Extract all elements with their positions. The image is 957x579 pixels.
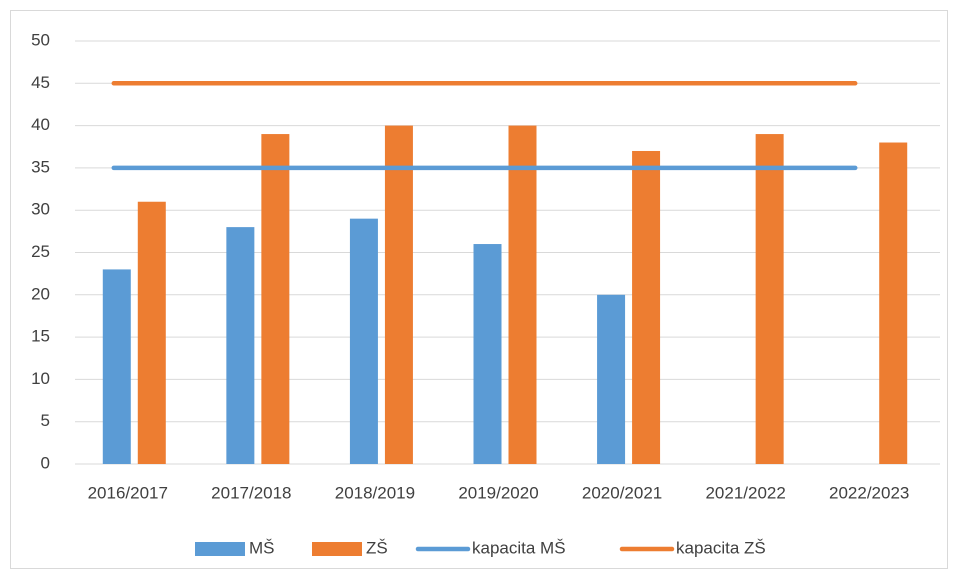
legend-label: kapacita ZŠ	[676, 538, 766, 557]
bar	[879, 142, 908, 464]
y-tick-label: 50	[31, 30, 50, 49]
x-tick-label: 2017/2018	[211, 483, 291, 502]
x-tick-label: 2019/2020	[458, 483, 538, 502]
bar	[632, 150, 661, 465]
bar	[226, 227, 255, 464]
bar	[349, 218, 378, 464]
y-tick-label: 45	[31, 73, 50, 92]
y-tick-label: 0	[41, 453, 50, 472]
bar	[597, 294, 626, 464]
legend-swatch	[312, 542, 362, 556]
x-tick-label: 2016/2017	[88, 483, 168, 502]
legend-label: MŠ	[249, 538, 275, 557]
bar	[261, 134, 290, 464]
y-tick-label: 10	[31, 369, 50, 388]
legend-swatch	[195, 542, 245, 556]
y-tick-label: 20	[31, 284, 50, 303]
bar	[384, 125, 413, 464]
x-tick-label: 2022/2023	[829, 483, 909, 502]
y-tick-label: 40	[31, 115, 50, 134]
y-tick-label: 25	[31, 242, 50, 261]
bar	[508, 125, 537, 464]
x-tick-label: 2020/2021	[582, 483, 662, 502]
bar	[473, 244, 502, 464]
legend-label: kapacita MŠ	[472, 538, 566, 557]
x-tick-label: 2021/2022	[705, 483, 785, 502]
y-tick-label: 30	[31, 200, 50, 219]
bar	[102, 269, 131, 464]
y-tick-label: 5	[41, 411, 50, 430]
bar	[755, 134, 784, 464]
legend-label: ZŠ	[366, 538, 388, 557]
y-tick-label: 15	[31, 327, 50, 346]
bar	[137, 201, 166, 465]
y-tick-label: 35	[31, 157, 50, 176]
x-tick-label: 2018/2019	[335, 483, 415, 502]
